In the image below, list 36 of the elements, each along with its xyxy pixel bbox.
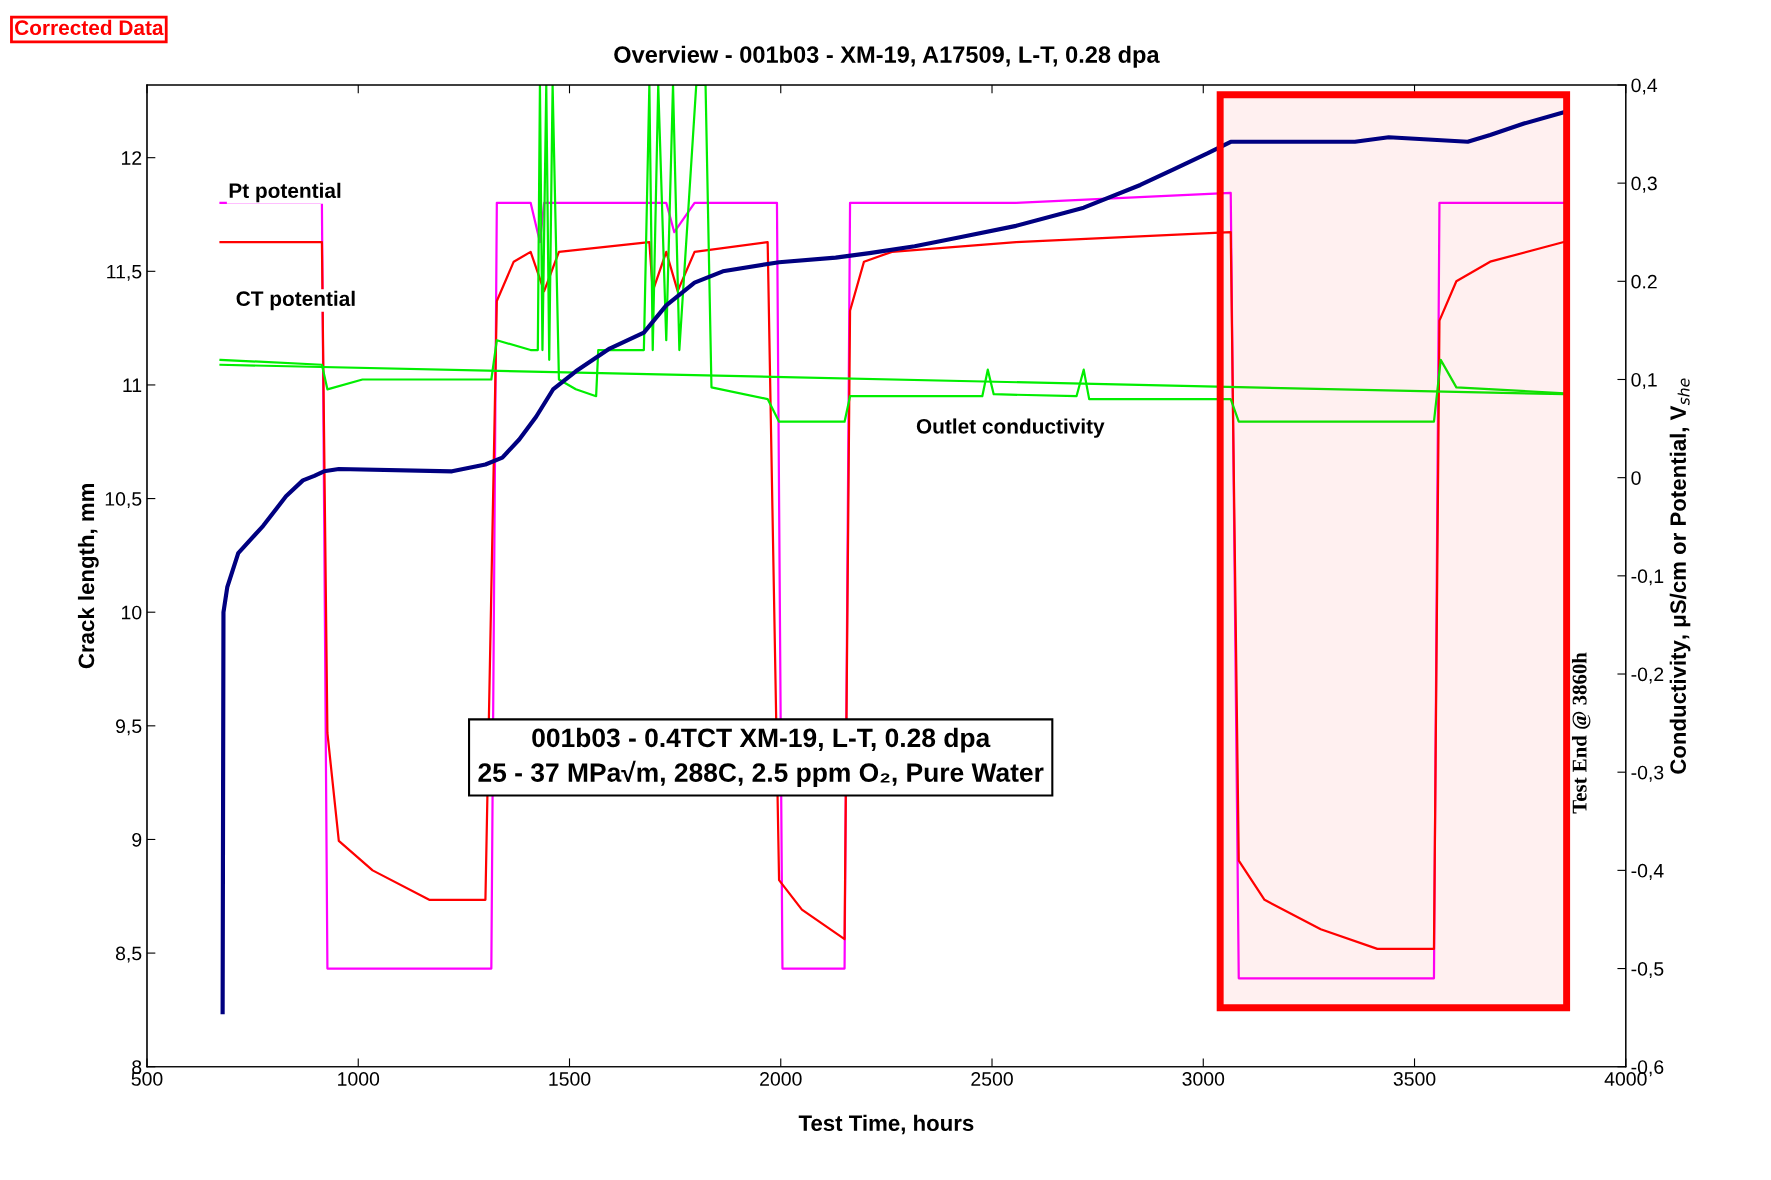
x-tick-label: 2000 [760, 1072, 802, 1086]
y2-tick-label: 0 [1631, 471, 1641, 485]
x-tick-label: 1500 [549, 1072, 591, 1086]
y2-tick-label: 0,4 [1631, 78, 1658, 95]
x-axis-title: Test Time, hours [798, 1114, 974, 1135]
text: Corrected Data [15, 19, 164, 36]
y-tick-label: 8 [132, 1060, 142, 1074]
x-tick-label: 500 [131, 1072, 163, 1086]
y-tick-label: 11 [123, 378, 142, 392]
annotation: Test End @ 3860h [1571, 652, 1591, 814]
y-tick-label: 9,5 [116, 719, 142, 736]
x-tick-label: 2500 [971, 1072, 1013, 1086]
y-tick-label: 11,5 [107, 264, 142, 281]
y2-tick-label: -0,1 [1631, 569, 1664, 586]
y-tick-label: 12 [121, 151, 142, 165]
y2-tick-label: 0.2 [1631, 274, 1657, 289]
y2-tick-label: 0,1 [1631, 372, 1657, 390]
series-label: CT potential [236, 290, 355, 311]
y2-tick-label: -0,2 [1631, 667, 1664, 684]
x-tick-label: 3500 [1393, 1072, 1436, 1086]
y-tick-label: 8,5 [115, 946, 142, 963]
y2-axis-title: Conductivity, μS/cm or Potential, V$_{she}$ [1669, 378, 1691, 774]
y-tick-label: 10 [121, 605, 142, 620]
chart-title: Overview - 001b03 - XM-19, A17509, L-T, 0.28 dpa [614, 45, 1160, 68]
y2-tick-label: -0,4 [1631, 863, 1664, 880]
x-tick-label: 3000 [1182, 1072, 1225, 1086]
series-label: Outlet conductivity [916, 418, 1105, 438]
y-axis-title: Crack length, mm [77, 483, 99, 669]
y2-tick-label: 0,3 [1631, 176, 1657, 193]
series-label: Pt potential [229, 182, 341, 203]
y2-tick-label: -0,3 [1631, 765, 1664, 782]
y-tick-label: 10,5 [105, 492, 142, 509]
y2-tick-label: -0,5 [1631, 962, 1664, 979]
y-tick-label: 9 [132, 832, 142, 847]
x-tick-label: 1000 [338, 1072, 380, 1086]
annotation: 001b03 - 0.4TCT XM-19, L-T, 0.28 dpa 25 - 37 MPa√m, 288C, 2.5 ppm O₂, Pure Water [478, 727, 1044, 788]
